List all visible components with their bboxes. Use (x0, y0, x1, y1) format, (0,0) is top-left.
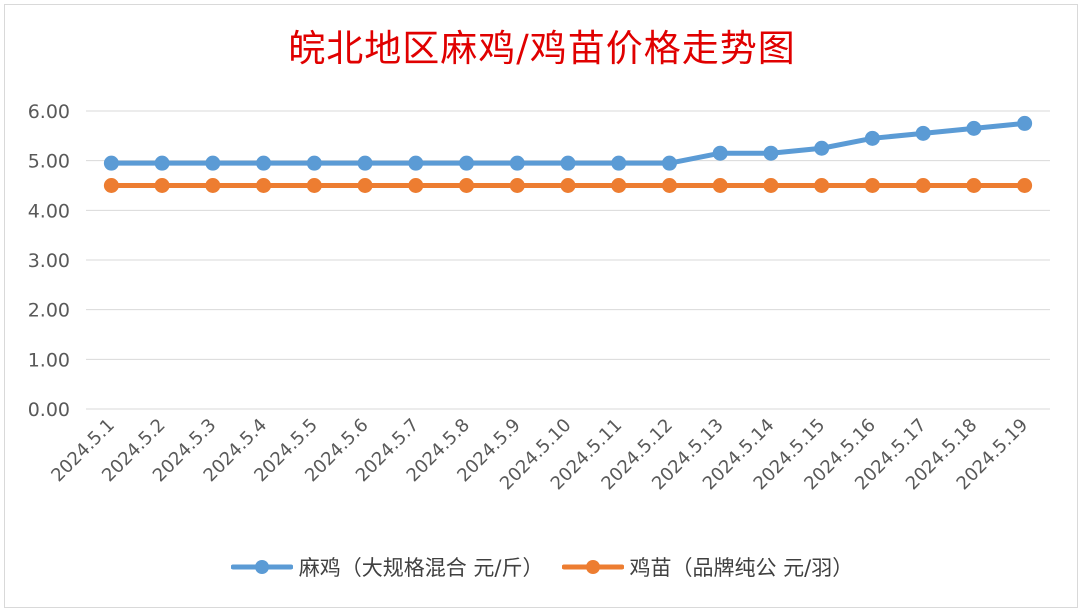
y-tick-label: 0.00 (28, 399, 70, 421)
data-point-series-1 (864, 130, 880, 146)
legend: 麻鸡（大规格混合 元/斤） 鸡苗（品牌纯公 元/羽） (0, 552, 1084, 582)
data-point-series-2 (408, 178, 424, 193)
data-point-series-2 (459, 178, 475, 193)
data-point-series-2 (560, 178, 576, 193)
y-tick-label: 5.00 (28, 151, 70, 173)
data-point-series-1 (205, 155, 221, 171)
legend-item-series-1: 麻鸡（大规格混合 元/斤） (230, 552, 544, 582)
data-point-series-2 (357, 178, 373, 193)
y-tick-label: 3.00 (28, 250, 70, 272)
legend-label-series-2: 鸡苗（品牌纯公 元/羽） (629, 556, 854, 580)
data-point-series-1 (408, 155, 424, 171)
data-point-series-2 (509, 178, 525, 193)
legend-swatch-series-2 (561, 560, 624, 574)
data-point-series-2 (154, 178, 170, 193)
data-point-series-1 (256, 155, 272, 171)
data-point-series-1 (661, 155, 677, 171)
data-point-series-2 (103, 178, 119, 193)
data-point-series-2 (205, 178, 221, 193)
legend-swatch-series-1 (230, 560, 293, 574)
chart-title: 皖北地区麻鸡/鸡苗价格走势图 (288, 27, 796, 70)
data-point-series-1 (459, 155, 475, 171)
data-point-series-2 (915, 178, 931, 193)
data-point-series-2 (966, 178, 982, 193)
data-point-series-2 (864, 178, 880, 193)
data-point-series-1 (509, 155, 525, 171)
data-point-series-1 (712, 145, 728, 161)
y-tick-label: 1.00 (28, 349, 70, 371)
data-point-series-2 (306, 178, 322, 193)
data-point-series-1 (763, 145, 779, 161)
chart-frame (4, 4, 1078, 608)
data-point-series-1 (915, 125, 931, 141)
data-point-series-2 (814, 178, 830, 193)
y-tick-label: 4.00 (28, 200, 70, 222)
data-point-series-1 (966, 120, 982, 136)
data-point-series-1 (154, 155, 170, 171)
y-tick-label: 2.00 (28, 300, 70, 322)
data-point-series-1 (103, 155, 119, 171)
data-point-series-1 (306, 155, 322, 171)
data-point-series-2 (1017, 178, 1033, 193)
data-point-series-1 (611, 155, 627, 171)
y-tick-label: 6.00 (28, 101, 70, 123)
data-point-series-2 (763, 178, 779, 193)
data-point-series-1 (814, 140, 830, 156)
data-point-series-2 (611, 178, 627, 193)
legend-label-series-1: 麻鸡（大规格混合 元/斤） (298, 556, 544, 580)
data-point-series-1 (560, 155, 576, 171)
data-point-series-2 (256, 178, 272, 193)
data-point-series-2 (712, 178, 728, 193)
data-point-series-1 (357, 155, 373, 171)
data-point-series-2 (661, 178, 677, 193)
legend-item-series-2: 鸡苗（品牌纯公 元/羽） (561, 552, 854, 582)
data-point-series-1 (1017, 115, 1033, 131)
